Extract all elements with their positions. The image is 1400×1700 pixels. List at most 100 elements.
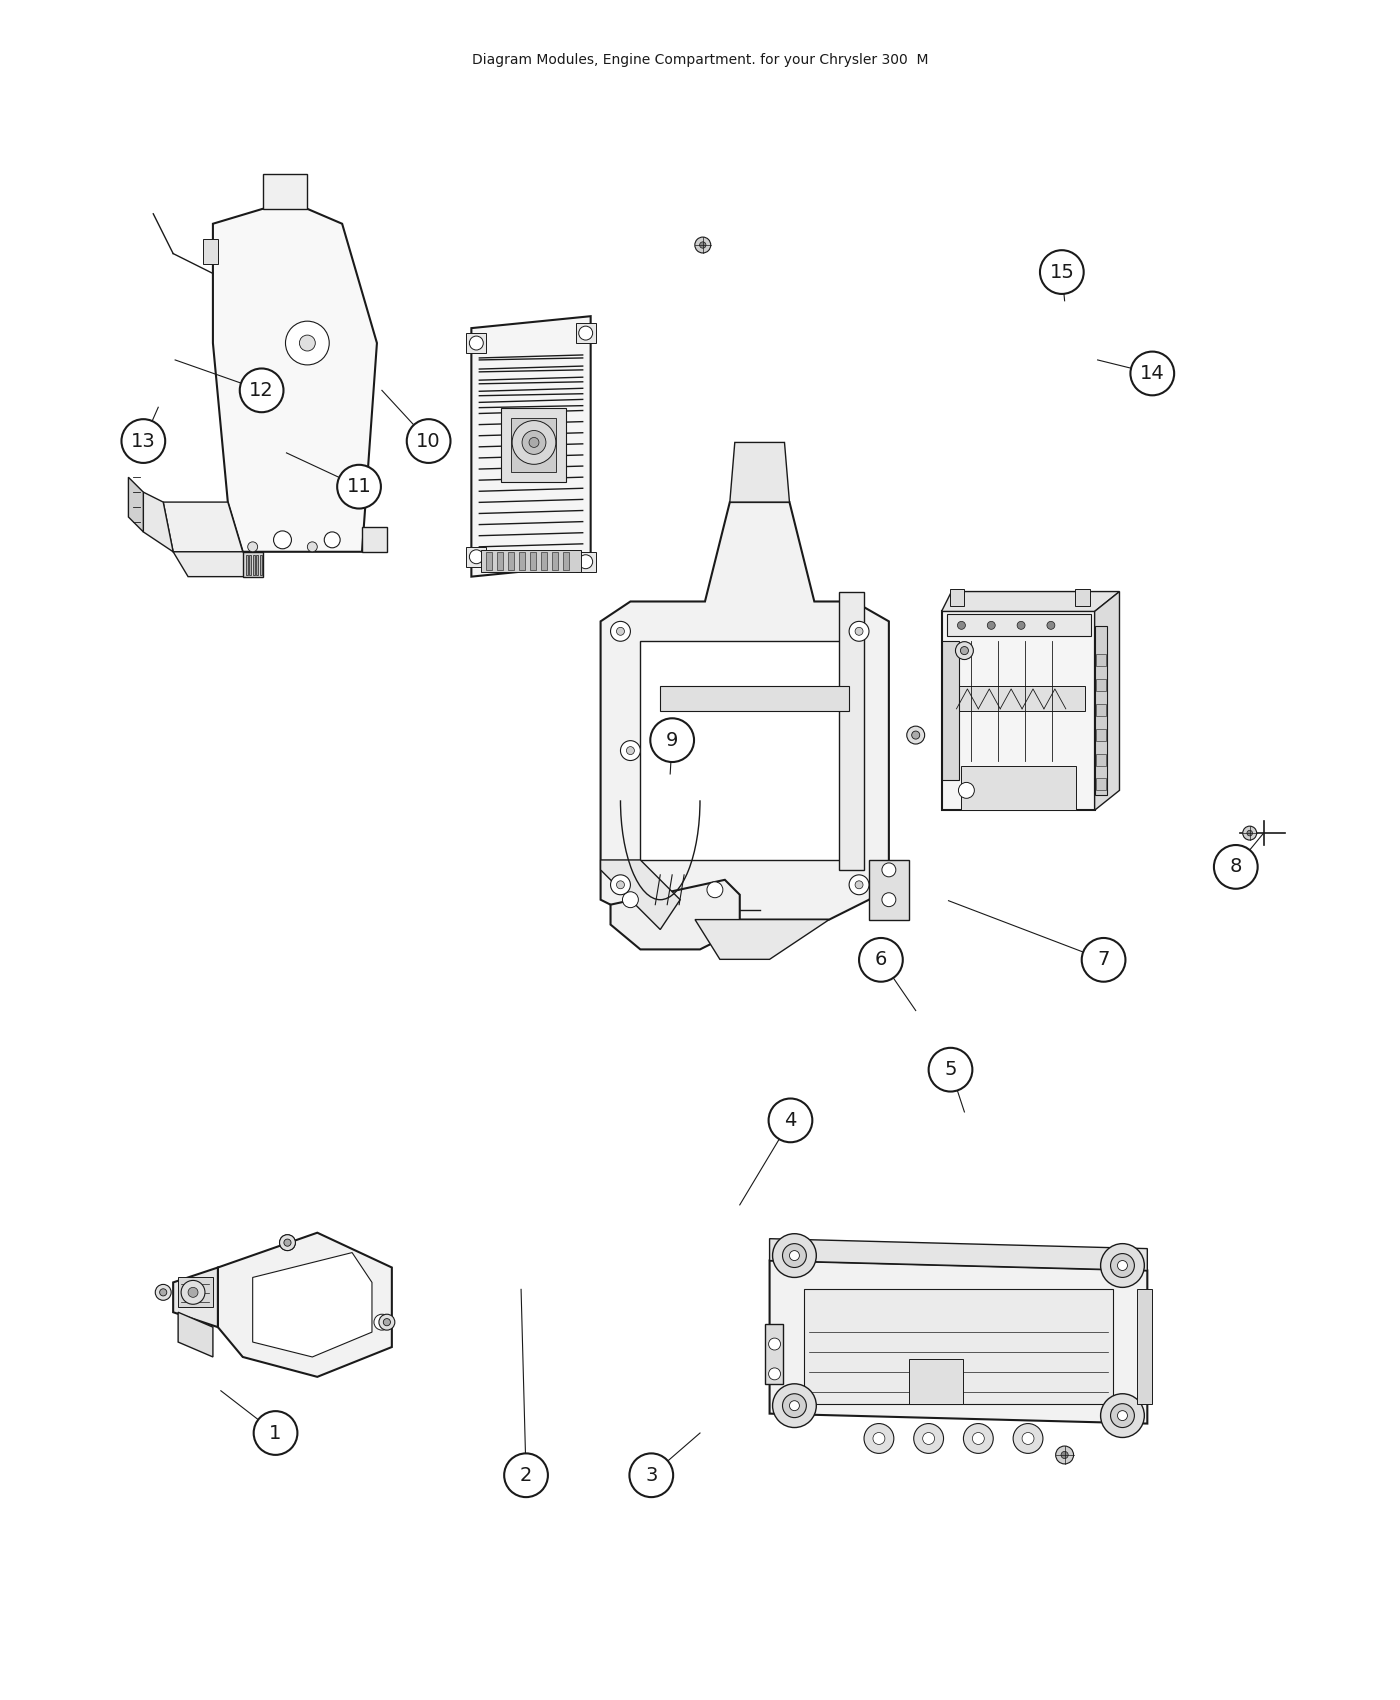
Bar [949, 588, 965, 607]
Circle shape [1082, 938, 1126, 981]
Polygon shape [252, 1253, 372, 1357]
Circle shape [512, 420, 556, 464]
Circle shape [955, 641, 973, 660]
Circle shape [1100, 1394, 1144, 1438]
Circle shape [626, 746, 634, 755]
Circle shape [374, 1314, 389, 1329]
Bar [805, 1289, 1113, 1404]
Circle shape [860, 938, 903, 981]
Text: 6: 6 [875, 950, 888, 969]
Polygon shape [942, 592, 1120, 612]
Polygon shape [178, 1312, 213, 1357]
Bar [1096, 678, 1106, 690]
Bar [256, 554, 258, 575]
Bar [466, 333, 486, 354]
Circle shape [273, 530, 291, 549]
Circle shape [1117, 1411, 1127, 1421]
Circle shape [280, 1234, 295, 1251]
Circle shape [623, 892, 638, 908]
Circle shape [769, 1338, 781, 1350]
Circle shape [300, 335, 315, 350]
Circle shape [700, 241, 706, 248]
Circle shape [1247, 830, 1253, 836]
Circle shape [1040, 250, 1084, 294]
Bar [249, 554, 251, 575]
Circle shape [1014, 1423, 1043, 1454]
Bar [1096, 729, 1106, 741]
Bar [1096, 753, 1106, 765]
Bar [1096, 779, 1106, 790]
Circle shape [923, 1433, 935, 1445]
Bar [764, 1324, 783, 1384]
Text: 8: 8 [1229, 857, 1242, 877]
Circle shape [610, 622, 630, 641]
Circle shape [337, 464, 381, 508]
Bar [497, 552, 503, 570]
Circle shape [522, 430, 546, 454]
Text: 4: 4 [784, 1110, 797, 1131]
Bar [540, 552, 547, 570]
Circle shape [630, 1454, 673, 1498]
Bar [942, 641, 959, 780]
Text: 5: 5 [944, 1061, 956, 1080]
Circle shape [790, 1251, 799, 1260]
Polygon shape [952, 687, 1085, 711]
Polygon shape [174, 1268, 218, 1328]
Text: 13: 13 [132, 432, 155, 450]
Text: 2: 2 [519, 1465, 532, 1484]
Circle shape [1056, 1447, 1074, 1464]
Circle shape [963, 1423, 993, 1454]
Circle shape [529, 437, 539, 447]
Circle shape [325, 532, 340, 547]
Polygon shape [694, 920, 829, 959]
Bar [482, 549, 581, 571]
Circle shape [882, 892, 896, 906]
Polygon shape [213, 209, 377, 552]
Circle shape [911, 731, 920, 740]
Circle shape [855, 627, 862, 636]
Circle shape [707, 882, 722, 898]
Bar [466, 547, 486, 566]
Circle shape [874, 1433, 885, 1445]
Bar [839, 592, 864, 870]
Bar [252, 554, 255, 575]
Circle shape [280, 1234, 295, 1251]
Circle shape [987, 622, 995, 629]
Circle shape [248, 542, 258, 552]
Circle shape [1110, 1253, 1134, 1277]
Bar [1095, 626, 1106, 796]
Circle shape [790, 1401, 799, 1411]
Bar [909, 1358, 963, 1404]
Circle shape [1018, 622, 1025, 629]
Bar [486, 552, 493, 570]
Circle shape [504, 1454, 547, 1498]
Circle shape [850, 622, 869, 641]
Circle shape [773, 1234, 816, 1277]
Text: 9: 9 [666, 731, 679, 750]
Circle shape [882, 864, 896, 877]
Circle shape [1061, 1452, 1068, 1459]
Polygon shape [363, 527, 386, 552]
Polygon shape [610, 881, 739, 949]
Circle shape [973, 1433, 984, 1445]
Circle shape [1243, 826, 1257, 840]
Bar [661, 687, 850, 711]
Text: 3: 3 [645, 1465, 658, 1484]
Circle shape [181, 1280, 204, 1304]
Circle shape [1110, 1404, 1134, 1428]
Circle shape [578, 554, 592, 570]
Circle shape [959, 782, 974, 799]
Polygon shape [1095, 592, 1120, 811]
Circle shape [958, 622, 966, 629]
Circle shape [253, 1411, 297, 1455]
Circle shape [616, 881, 624, 889]
Circle shape [379, 1314, 395, 1329]
Circle shape [960, 646, 969, 654]
Bar [962, 765, 1075, 811]
Circle shape [928, 1047, 973, 1091]
Circle shape [783, 1244, 806, 1268]
Polygon shape [942, 612, 1095, 811]
Bar [575, 552, 595, 571]
Bar [946, 614, 1091, 636]
Circle shape [914, 1423, 944, 1454]
